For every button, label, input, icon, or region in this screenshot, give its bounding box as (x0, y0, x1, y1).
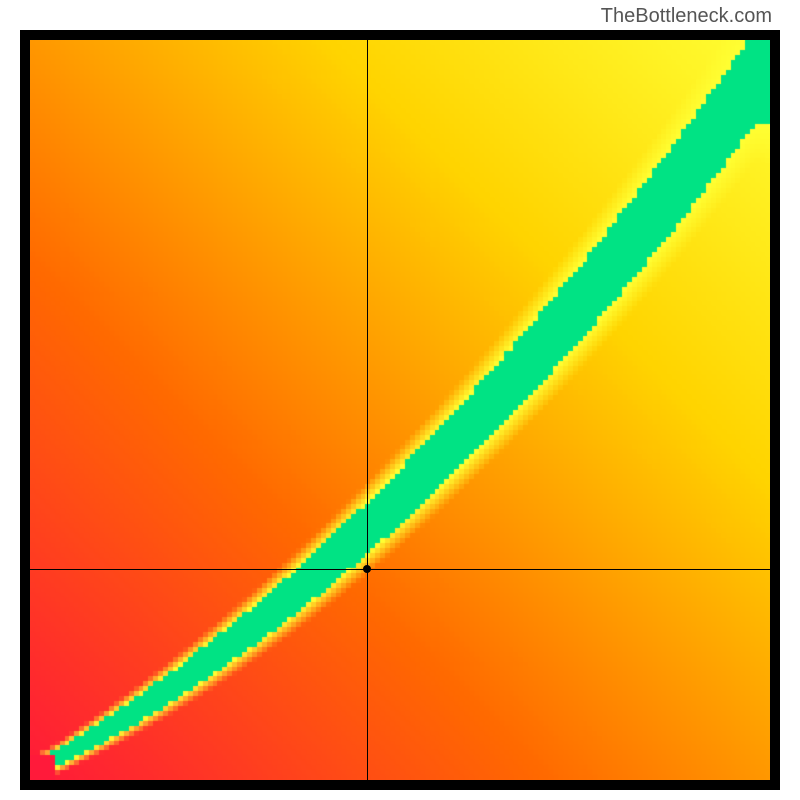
chart-container: TheBottleneck.com (0, 0, 800, 800)
heatmap-canvas (30, 40, 770, 780)
chart-frame (20, 30, 780, 790)
chart-plot-area (30, 40, 770, 780)
attribution-text: TheBottleneck.com (601, 5, 772, 28)
crosshair-horizontal (30, 569, 770, 570)
marker-dot (363, 565, 371, 573)
crosshair-vertical (367, 40, 368, 780)
